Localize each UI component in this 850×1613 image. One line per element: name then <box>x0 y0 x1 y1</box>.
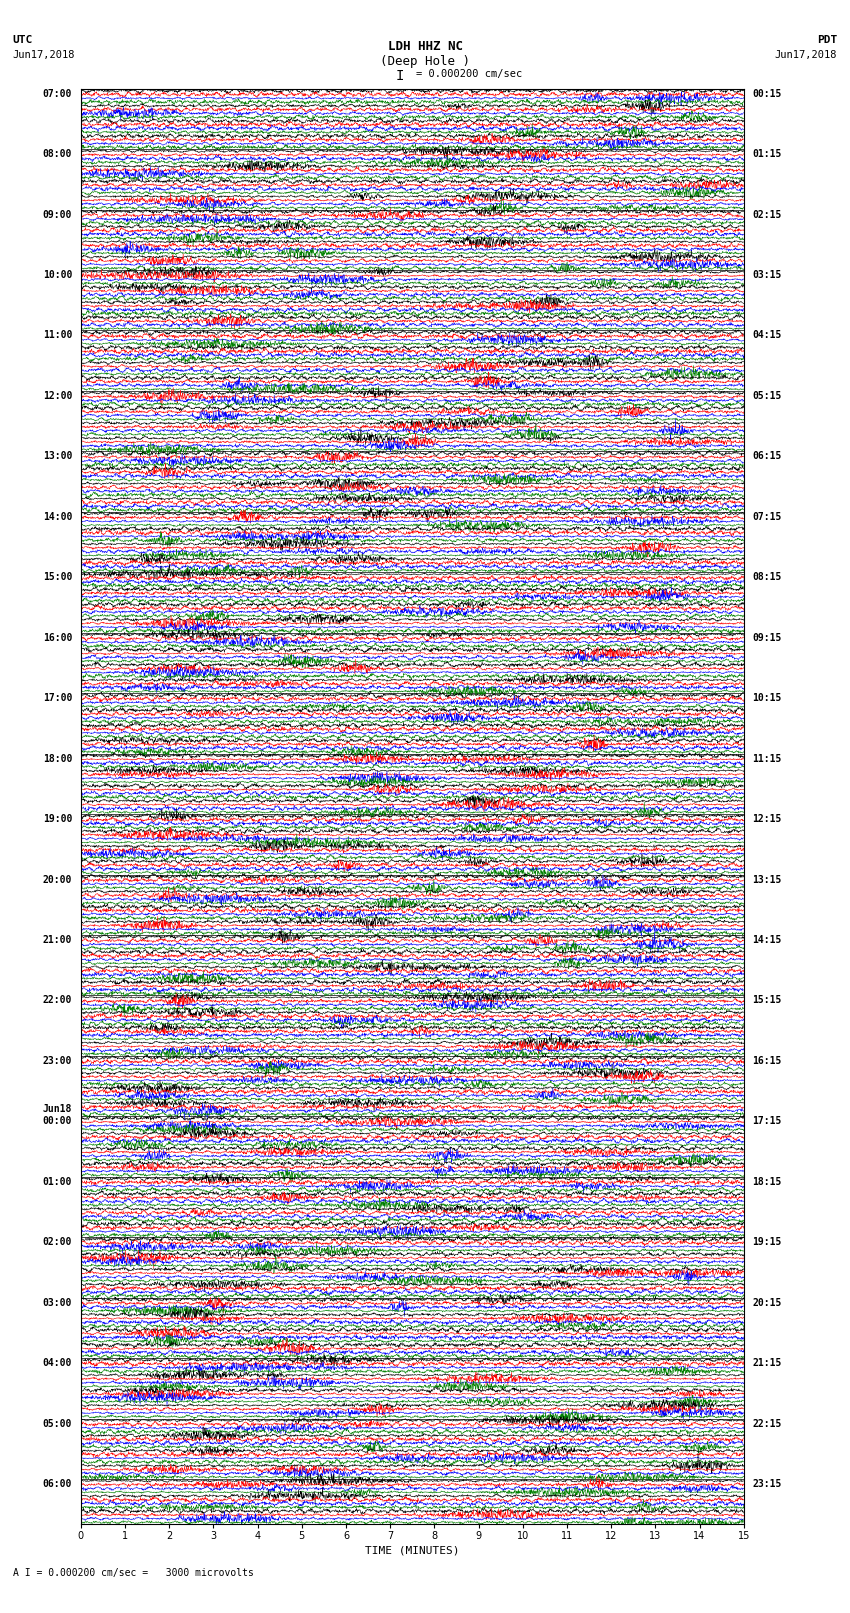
Text: 06:15: 06:15 <box>752 452 782 461</box>
Text: 13:00: 13:00 <box>42 452 72 461</box>
Text: 00:15: 00:15 <box>752 89 782 98</box>
Text: 09:00: 09:00 <box>42 210 72 219</box>
Text: 20:00: 20:00 <box>42 874 72 884</box>
Text: 11:15: 11:15 <box>752 753 782 763</box>
Text: 15:15: 15:15 <box>752 995 782 1005</box>
Text: 00:00: 00:00 <box>42 1116 72 1126</box>
Text: 07:15: 07:15 <box>752 511 782 523</box>
Text: 23:00: 23:00 <box>42 1057 72 1066</box>
Text: 12:15: 12:15 <box>752 815 782 824</box>
Text: 14:15: 14:15 <box>752 936 782 945</box>
Text: 22:15: 22:15 <box>752 1418 782 1429</box>
Text: 17:00: 17:00 <box>42 694 72 703</box>
Text: 10:00: 10:00 <box>42 269 72 281</box>
Text: = 0.000200 cm/sec: = 0.000200 cm/sec <box>416 69 523 79</box>
Text: 06:00: 06:00 <box>42 1479 72 1489</box>
Text: 19:15: 19:15 <box>752 1237 782 1247</box>
Text: UTC: UTC <box>13 35 33 45</box>
Text: LDH HHZ NC: LDH HHZ NC <box>388 40 462 53</box>
Text: 12:00: 12:00 <box>42 390 72 402</box>
Text: Jun17,2018: Jun17,2018 <box>13 50 76 60</box>
Text: 08:15: 08:15 <box>752 573 782 582</box>
Text: 22:00: 22:00 <box>42 995 72 1005</box>
Text: (Deep Hole ): (Deep Hole ) <box>380 55 470 68</box>
Text: I: I <box>395 69 404 84</box>
Text: 07:00: 07:00 <box>42 89 72 98</box>
Text: 13:15: 13:15 <box>752 874 782 884</box>
Text: 15:00: 15:00 <box>42 573 72 582</box>
Text: 21:00: 21:00 <box>42 936 72 945</box>
Text: PDT: PDT <box>817 35 837 45</box>
Text: 04:15: 04:15 <box>752 331 782 340</box>
Text: 03:15: 03:15 <box>752 269 782 281</box>
Text: 16:15: 16:15 <box>752 1057 782 1066</box>
Text: 08:00: 08:00 <box>42 148 72 160</box>
Text: 02:00: 02:00 <box>42 1237 72 1247</box>
Text: Jun17,2018: Jun17,2018 <box>774 50 837 60</box>
Text: 16:00: 16:00 <box>42 632 72 642</box>
Text: 23:15: 23:15 <box>752 1479 782 1489</box>
Text: 02:15: 02:15 <box>752 210 782 219</box>
Text: 21:15: 21:15 <box>752 1358 782 1368</box>
Text: 18:15: 18:15 <box>752 1177 782 1187</box>
Text: A I = 0.000200 cm/sec =   3000 microvolts: A I = 0.000200 cm/sec = 3000 microvolts <box>13 1568 253 1578</box>
Text: 10:15: 10:15 <box>752 694 782 703</box>
Text: 03:00: 03:00 <box>42 1297 72 1308</box>
Text: Jun18: Jun18 <box>42 1103 72 1113</box>
Text: 18:00: 18:00 <box>42 753 72 763</box>
Text: 19:00: 19:00 <box>42 815 72 824</box>
Text: 05:00: 05:00 <box>42 1418 72 1429</box>
Text: 11:00: 11:00 <box>42 331 72 340</box>
Text: 20:15: 20:15 <box>752 1297 782 1308</box>
Text: 05:15: 05:15 <box>752 390 782 402</box>
Text: 01:00: 01:00 <box>42 1177 72 1187</box>
Text: 01:15: 01:15 <box>752 148 782 160</box>
Text: 09:15: 09:15 <box>752 632 782 642</box>
Text: 14:00: 14:00 <box>42 511 72 523</box>
Text: 04:00: 04:00 <box>42 1358 72 1368</box>
Text: 17:15: 17:15 <box>752 1116 782 1126</box>
X-axis label: TIME (MINUTES): TIME (MINUTES) <box>365 1545 460 1555</box>
